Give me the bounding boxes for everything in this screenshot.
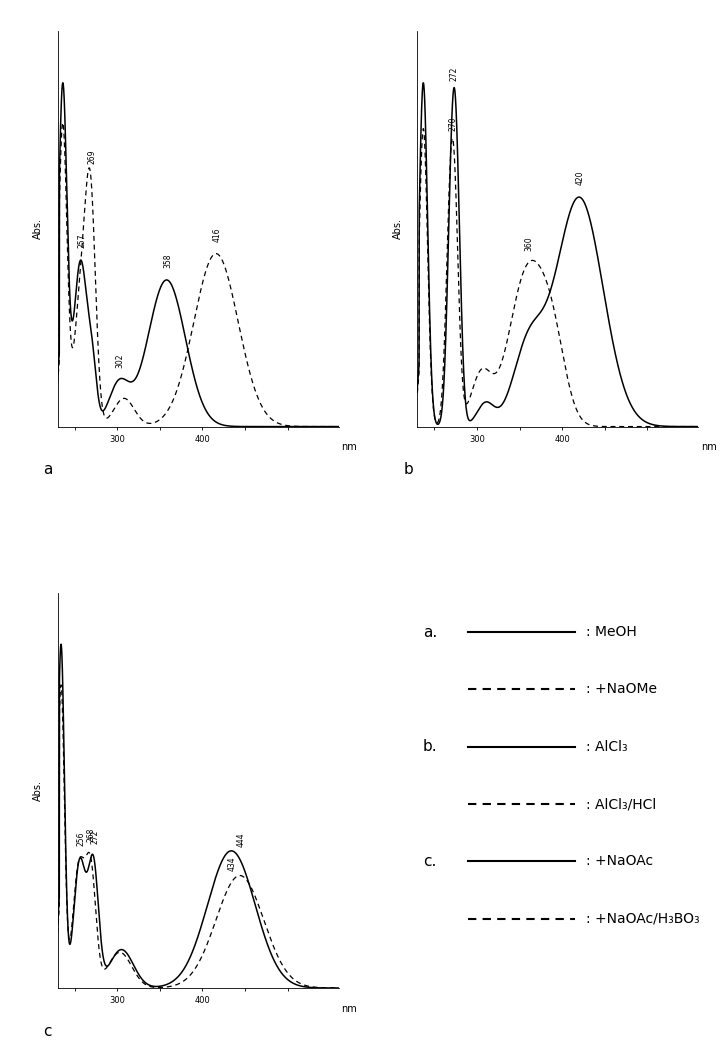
Text: 269: 269 [88, 150, 96, 164]
Text: 444: 444 [237, 833, 246, 848]
Text: 360: 360 [525, 236, 534, 251]
Text: 256: 256 [76, 832, 86, 847]
Text: Abs.: Abs. [33, 218, 43, 239]
Text: 257: 257 [77, 234, 86, 249]
Text: c.: c. [423, 854, 436, 869]
Text: a.: a. [423, 625, 437, 640]
Text: Abs.: Abs. [392, 218, 402, 239]
Text: 268: 268 [86, 828, 96, 842]
Text: : +NaOMe: : +NaOMe [586, 682, 657, 697]
Text: b: b [403, 462, 413, 477]
Text: 420: 420 [576, 171, 585, 185]
Text: : AlCl₃: : AlCl₃ [586, 739, 628, 754]
Text: : MeOH: : MeOH [586, 625, 636, 640]
Text: c: c [43, 1023, 52, 1039]
Text: Abs.: Abs. [33, 780, 43, 801]
Text: 434: 434 [228, 856, 237, 870]
Text: 358: 358 [163, 254, 172, 268]
Text: : +NaOAc/H₃BO₃: : +NaOAc/H₃BO₃ [586, 912, 700, 926]
Text: a: a [43, 462, 53, 477]
Text: nm: nm [701, 442, 717, 452]
Text: 416: 416 [213, 228, 222, 241]
Text: : AlCl₃/HCl: : AlCl₃/HCl [586, 797, 656, 811]
Text: : +NaOAc: : +NaOAc [586, 855, 653, 868]
Text: nm: nm [341, 1004, 357, 1014]
Text: nm: nm [341, 442, 357, 452]
Text: 302: 302 [116, 354, 125, 367]
Text: 270: 270 [448, 116, 457, 131]
Text: b.: b. [423, 739, 438, 754]
Text: 272: 272 [90, 830, 99, 843]
Text: 272: 272 [450, 67, 459, 81]
